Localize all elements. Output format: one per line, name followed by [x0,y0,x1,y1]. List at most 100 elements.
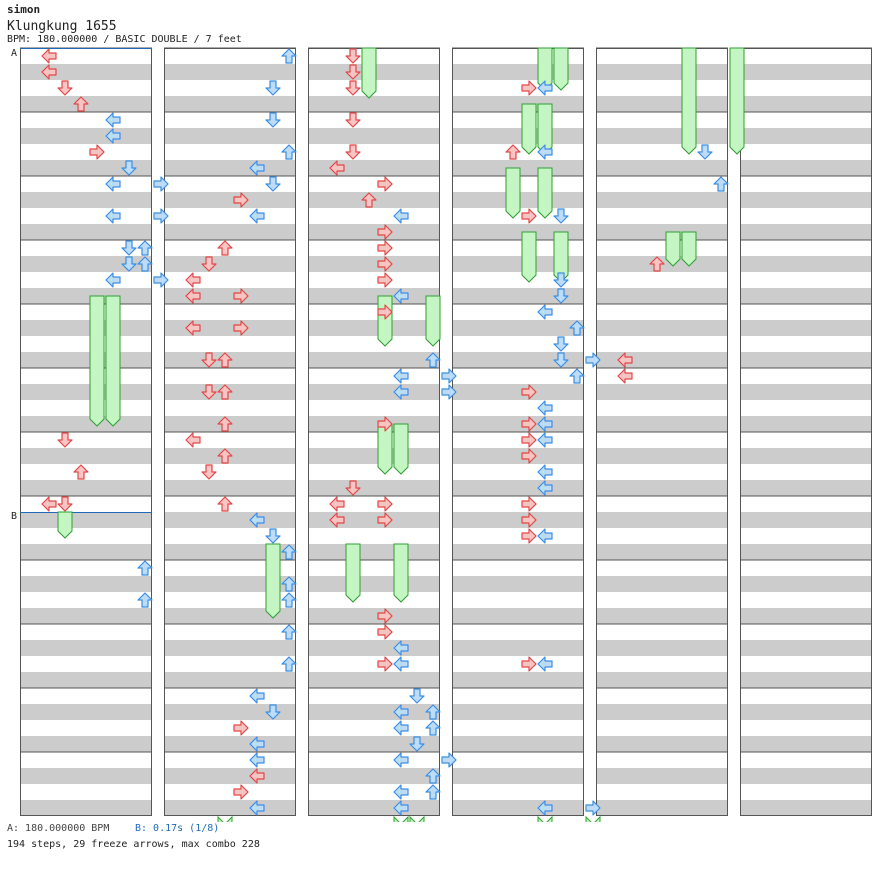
arrow-right-icon [441,384,457,400]
arrow-down-icon [345,112,361,128]
arrow-right-icon [441,368,457,384]
freeze-arrow [553,47,569,91]
arrow-right-icon [521,432,537,448]
arrow-up-icon [281,624,297,640]
arrow-up-icon [281,576,297,592]
freeze-arrow [537,815,553,822]
arrow-up-icon [137,256,153,272]
arrow-right-icon [521,80,537,96]
arrow-down-icon [697,144,713,160]
arrow-left-icon [41,496,57,512]
arrow-up-icon [217,448,233,464]
arrow-left-icon [329,496,345,512]
freeze-arrow [265,543,281,619]
arrow-right-icon [585,800,601,816]
arrow-left-icon [105,272,121,288]
freeze-arrow [57,511,73,539]
chart-column [452,47,584,816]
arrow-left-icon [393,288,409,304]
arrow-down-icon [553,336,569,352]
arrow-up-icon [281,656,297,672]
arrow-up-icon [425,768,441,784]
arrow-left-icon [249,208,265,224]
arrow-left-icon [329,160,345,176]
freeze-arrow [89,295,105,427]
arrow-down-icon [265,176,281,192]
arrow-left-icon [537,480,553,496]
freeze-arrow [393,423,409,475]
arrow-left-icon [249,736,265,752]
arrow-down-icon [121,240,137,256]
freeze-arrow [409,815,425,822]
arrow-left-icon [105,176,121,192]
arrow-up-icon [217,496,233,512]
arrow-left-icon [537,800,553,816]
arrow-left-icon [537,144,553,160]
arrow-right-icon [89,144,105,160]
arrow-up-icon [137,592,153,608]
arrow-up-icon [217,352,233,368]
arrow-left-icon [537,464,553,480]
arrow-up-icon [425,352,441,368]
arrow-down-icon [553,352,569,368]
arrow-left-icon [393,800,409,816]
arrow-right-icon [233,192,249,208]
arrow-left-icon [249,800,265,816]
song-title: Klungkung 1655 [7,19,117,34]
arrow-left-icon [105,208,121,224]
arrow-right-icon [377,240,393,256]
arrow-right-icon [377,496,393,512]
arrow-left-icon [185,432,201,448]
chart-column [164,47,296,816]
arrow-down-icon [57,496,73,512]
arrow-left-icon [105,128,121,144]
arrow-right-icon [521,448,537,464]
chart-column [596,47,728,816]
arrow-up-icon [425,704,441,720]
arrow-down-icon [201,352,217,368]
arrow-left-icon [393,720,409,736]
arrow-up-icon [425,720,441,736]
arrow-left-icon [249,160,265,176]
freeze-arrow [729,47,745,155]
arrow-right-icon [377,256,393,272]
freeze-arrow [217,815,233,822]
arrow-right-icon [377,176,393,192]
arrow-up-icon [137,240,153,256]
arrow-up-icon [281,544,297,560]
arrow-left-icon [185,288,201,304]
arrow-right-icon [233,784,249,800]
arrow-down-icon [201,256,217,272]
arrow-down-icon [553,272,569,288]
freeze-arrow [521,103,537,155]
chart-summary: 194 steps, 29 freeze arrows, max combo 2… [7,839,260,850]
chart-column [20,47,152,816]
arrow-right-icon [153,176,169,192]
marker-b: B [11,511,18,522]
arrow-right-icon [521,416,537,432]
arrow-down-icon [121,160,137,176]
freeze-arrow [393,815,409,822]
arrow-left-icon [393,368,409,384]
freeze-arrow [665,231,681,267]
chart-column [740,47,872,816]
arrow-down-icon [345,48,361,64]
arrow-right-icon [377,272,393,288]
freeze-arrow [105,295,121,427]
arrow-up-icon [281,592,297,608]
player-name: simon [7,3,41,16]
arrow-left-icon [249,512,265,528]
marker-a: A [11,48,18,59]
freeze-arrow [681,231,697,267]
arrow-left-icon [537,432,553,448]
arrow-left-icon [393,752,409,768]
arrow-right-icon [441,752,457,768]
arrow-left-icon [105,112,121,128]
arrow-up-icon [73,96,89,112]
arrow-down-icon [409,736,425,752]
freeze-arrow [505,167,521,219]
arrow-right-icon [521,656,537,672]
arrow-right-icon [377,656,393,672]
arrow-up-icon [649,256,665,272]
arrow-left-icon [185,272,201,288]
